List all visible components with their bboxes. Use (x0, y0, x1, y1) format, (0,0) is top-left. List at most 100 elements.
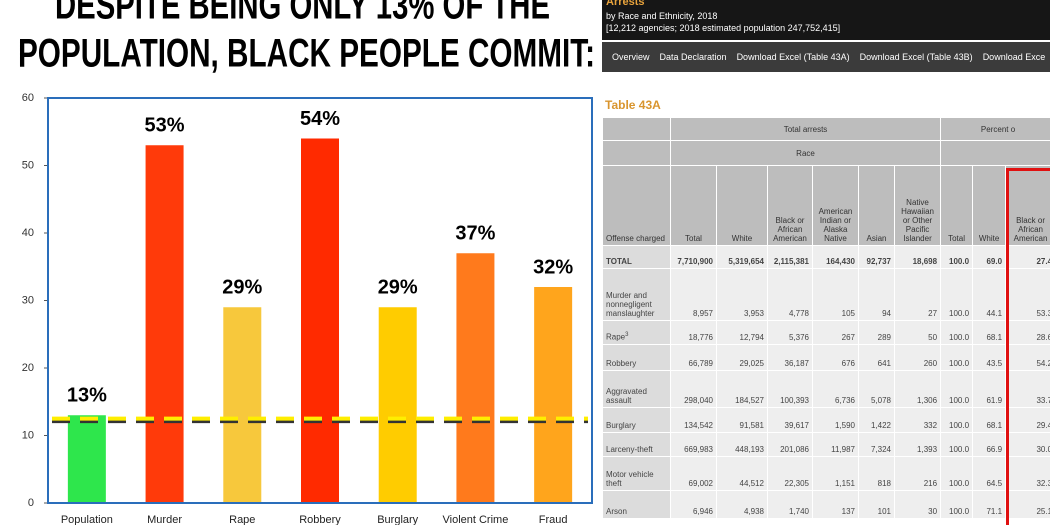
table-cell: 669,983 (670, 432, 717, 457)
table-cell: 44,512 (716, 456, 768, 491)
x-tick-label: Fraud (539, 514, 568, 525)
table-cell: 68.1 (972, 320, 1007, 345)
table-cell: 1,740 (767, 490, 813, 519)
table-cell: 100.0 (940, 320, 974, 345)
table-cell: 101 (858, 490, 895, 519)
table-row: Rape3 18,776 12,794 5,376 267 289 50 100.0 68.1 2… (602, 320, 1050, 345)
table-cell: 12,794 (716, 320, 768, 345)
chart-title: POPULATION, BLACK PEOPLE COMMIT: (18, 32, 595, 76)
table-cell: 61.9 (972, 370, 1007, 408)
column-header: White (716, 165, 768, 246)
x-tick-label: Violent Crime (443, 514, 509, 525)
nav-link[interactable]: Download Excel (Table 43B) (859, 52, 973, 62)
row-label: Murder and nonnegligent manslaughter (602, 268, 671, 321)
row-label-text: Aggravated assault (606, 387, 647, 405)
table-cell: 100.0 (940, 268, 974, 321)
value-label: 29% (222, 277, 262, 299)
table-cell: 22,305 (767, 456, 813, 491)
table-cell: 69,002 (670, 456, 717, 491)
row-label: Aggravated assault (602, 370, 671, 408)
table-cell: 3,953 (716, 268, 768, 321)
column-header: Black or African American (767, 165, 813, 246)
row-label: Burglary (602, 407, 671, 433)
table-cell: 30.0 (1005, 432, 1050, 457)
table-cell: 54.2 (1005, 344, 1050, 371)
nav-link[interactable]: Overview (612, 52, 650, 62)
row-label-text: TOTAL (606, 257, 632, 266)
bar (456, 253, 495, 503)
x-tick-label: Robbery (299, 514, 341, 525)
header-cell (940, 140, 1050, 166)
row-label-text: Rape (606, 333, 626, 342)
table-cell: 332 (893, 407, 942, 433)
table-cell: 25.1 (1005, 490, 1050, 519)
table-cell: 39,617 (767, 407, 813, 433)
row-label: Robbery (602, 344, 671, 371)
table-cell: 4,778 (767, 268, 813, 321)
value-label: 37% (455, 223, 495, 245)
table-cell: 6,946 (670, 490, 717, 519)
table-cell: 100.0 (940, 370, 974, 408)
row-label: TOTAL (602, 245, 671, 269)
bar (534, 287, 573, 503)
table-cell: 100.0 (940, 245, 974, 269)
table-row: Arson 6,946 4,938 1,740 137 101 30 100.0 71.1 25.… (602, 490, 1050, 519)
y-tick-label: 60 (22, 92, 34, 104)
table-row: Robbery 66,789 29,025 36,187 676 641 260 100.0 4… (602, 344, 1050, 371)
x-tick-label: Rape (229, 514, 255, 525)
row-label: Larceny-theft (602, 432, 671, 457)
row-label: Rape3 (602, 320, 671, 345)
y-tick-label: 30 (22, 294, 34, 306)
column-header: Native Hawaiian or Other Pacific Islande… (893, 165, 942, 246)
table-cell: 134,542 (670, 407, 717, 433)
table-cell: 29,025 (716, 344, 768, 371)
group-header: Percent o (940, 117, 1050, 141)
table-cell: 5,376 (767, 320, 813, 345)
table-row: Aggravated assault 298,040 184,527 100,393 6… (602, 370, 1050, 408)
y-tick-label: 40 (22, 227, 34, 239)
data-table: Total arrests Percent o Race Offense charge… (602, 117, 1050, 519)
table-cell: 2,115,381 (767, 245, 813, 269)
table-cell: 18,698 (893, 245, 942, 269)
table-cell: 216 (893, 456, 942, 491)
header-row: Race (602, 140, 1050, 166)
table-cell: 164,430 (812, 245, 859, 269)
table-cell: 7,324 (858, 432, 895, 457)
table-cell: 5,319,654 (716, 245, 768, 269)
nav-link[interactable]: Data Declaration (659, 52, 727, 62)
row-label-text: Arson (606, 507, 627, 516)
table-cell: 43.5 (972, 344, 1007, 371)
header: Arrests by Race and Ethnicity, 2018 [12,… (602, 0, 1050, 40)
nav-link[interactable]: Download Exce (982, 52, 1046, 62)
table-cell: 100,393 (767, 370, 813, 408)
table-cell: 289 (858, 320, 895, 345)
table-cell: 30 (893, 490, 942, 519)
table-cell: 28.6 (1005, 320, 1050, 345)
y-tick-label: 20 (22, 362, 34, 374)
header-cell (602, 140, 671, 166)
chart: DESPITE BEING ONLY 13% OF THE POPULATION,… (18, 0, 595, 525)
row-label-text: Larceny-theft (606, 445, 653, 454)
table-row: Burglary 134,542 91,581 39,617 1,590 1,422 332… (602, 407, 1050, 433)
y-tick-label: 0 (28, 497, 34, 509)
row-label-text: Motor vehicle theft (606, 470, 654, 488)
table-cell: 1,306 (893, 370, 942, 408)
nav-link[interactable]: Download Excel (Table 43A) (736, 52, 850, 62)
table-cell: 27 (893, 268, 942, 321)
table-cell: 260 (893, 344, 942, 371)
row-label: Arson (602, 490, 671, 519)
bar (67, 415, 106, 503)
footnote-mark: 3 (625, 332, 629, 339)
row-label: Motor vehicle theft (602, 456, 671, 491)
table-cell: 100.0 (940, 456, 974, 491)
table-cell: 1,393 (893, 432, 942, 457)
header-subtitle: by Race and Ethnicity, 2018 (606, 11, 718, 21)
table-cell: 100.0 (940, 344, 974, 371)
table-cell: 298,040 (670, 370, 717, 408)
table-cell: 27.4 (1005, 245, 1050, 269)
table-cell: 71.1 (972, 490, 1007, 519)
table-cell: 100.0 (940, 407, 974, 433)
table-cell: 267 (812, 320, 859, 345)
table-cell: 137 (812, 490, 859, 519)
table-cell: 92,737 (858, 245, 895, 269)
